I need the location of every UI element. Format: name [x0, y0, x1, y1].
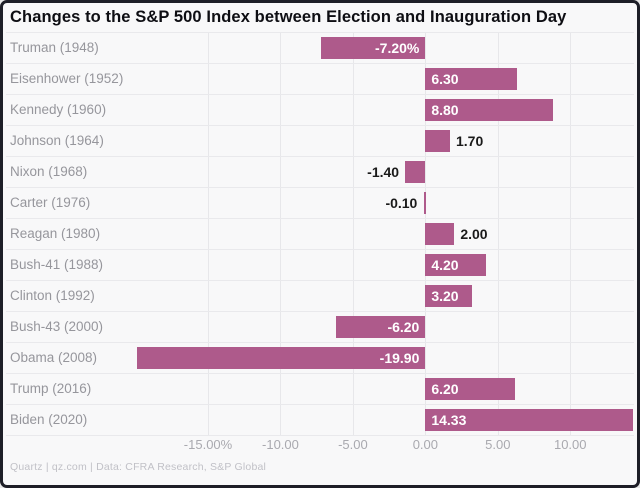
bar-row: Obama (2008) -19.90	[6, 343, 634, 374]
value-label: -7.20%	[375, 40, 420, 56]
bar	[425, 68, 517, 90]
value-label: -0.10	[385, 195, 418, 211]
x-tick-label: 0.00	[412, 437, 438, 452]
value-label: 2.00	[460, 226, 488, 242]
source-credit: Quartz | qz.com | Data: CFRA Research, S…	[10, 461, 267, 473]
value-label: -1.40	[367, 164, 400, 180]
x-tick-label: 5.00	[485, 437, 511, 452]
category-label: Johnson (1964)	[10, 133, 104, 148]
category-label: Kennedy (1960)	[10, 102, 107, 117]
category-label: Truman (1948)	[10, 40, 99, 55]
value-label: 6.30	[431, 71, 459, 87]
value-label: -6.20	[387, 319, 420, 335]
x-tick-label: -10.00	[262, 437, 299, 452]
chart-title: Changes to the S&P 500 Index between Ele…	[10, 8, 567, 26]
gridline	[497, 32, 499, 435]
bar-row: Reagan (1980) 2.00	[6, 219, 634, 250]
category-label: Bush-41 (1988)	[10, 257, 104, 272]
bar-row: Carter (1976) -0.10	[6, 188, 634, 219]
bar-row: Bush-43 (2000) -6.20	[6, 312, 634, 343]
gridline	[208, 32, 209, 435]
bar-row: Clinton (1992) 3.20	[6, 281, 634, 312]
bar-row: Bush-41 (1988) 4.20	[6, 250, 634, 281]
gridline	[280, 32, 282, 435]
value-label: 4.20	[431, 257, 459, 273]
bar	[425, 409, 633, 431]
value-label: 14.33	[431, 412, 467, 428]
value-label: 8.80	[431, 102, 459, 118]
bar-row: Biden (2020) 14.33	[6, 405, 634, 436]
category-label: Bush-43 (2000)	[10, 319, 104, 334]
x-tick-label: -15.00%	[183, 437, 233, 452]
bar-row: Johnson (1964) 1.70	[6, 126, 634, 157]
bar-row: Truman (1948) -7.20%	[6, 33, 634, 64]
bar-row: Eisenhower (1952) 6.30	[6, 64, 634, 95]
category-label: Nixon (1968)	[10, 164, 88, 179]
bar	[405, 161, 426, 183]
category-label: Reagan (1980)	[10, 226, 101, 241]
value-label: 6.20	[431, 381, 459, 397]
category-label: Biden (2020)	[10, 412, 88, 427]
category-label: Clinton (1992)	[10, 288, 95, 303]
bar	[425, 223, 455, 245]
category-label: Obama (2008)	[10, 350, 98, 365]
bar	[423, 192, 426, 214]
bar	[321, 37, 426, 59]
bar	[425, 99, 553, 121]
category-label: Eisenhower (1952)	[10, 71, 124, 86]
bar-row: Nixon (1968) -1.40	[6, 157, 634, 188]
x-tick-label: 10.00	[553, 437, 587, 452]
value-label: 1.70	[455, 133, 484, 149]
bar-row: Trump (2016) 6.20	[6, 374, 634, 405]
bar	[425, 285, 472, 307]
bar	[425, 254, 487, 276]
bar	[335, 316, 426, 338]
gridline	[570, 32, 572, 435]
bar	[425, 378, 516, 400]
value-label: -19.90	[379, 350, 420, 366]
x-axis: -15.00% -10.00 -5.00 0.00 5.00 10.00	[6, 437, 634, 455]
gridline	[352, 32, 354, 435]
x-tick-label: -5.00	[338, 437, 368, 452]
bar	[425, 130, 450, 152]
category-label: Carter (1976)	[10, 195, 91, 210]
bar-rows: Truman (1948) -7.20% Eisenhower (1952) 6.30…	[6, 32, 634, 436]
value-label: 3.20	[431, 288, 459, 304]
bar	[137, 347, 426, 369]
bar-row: Kennedy (1960) 8.80	[6, 95, 634, 126]
category-label: Trump (2016)	[10, 381, 92, 396]
